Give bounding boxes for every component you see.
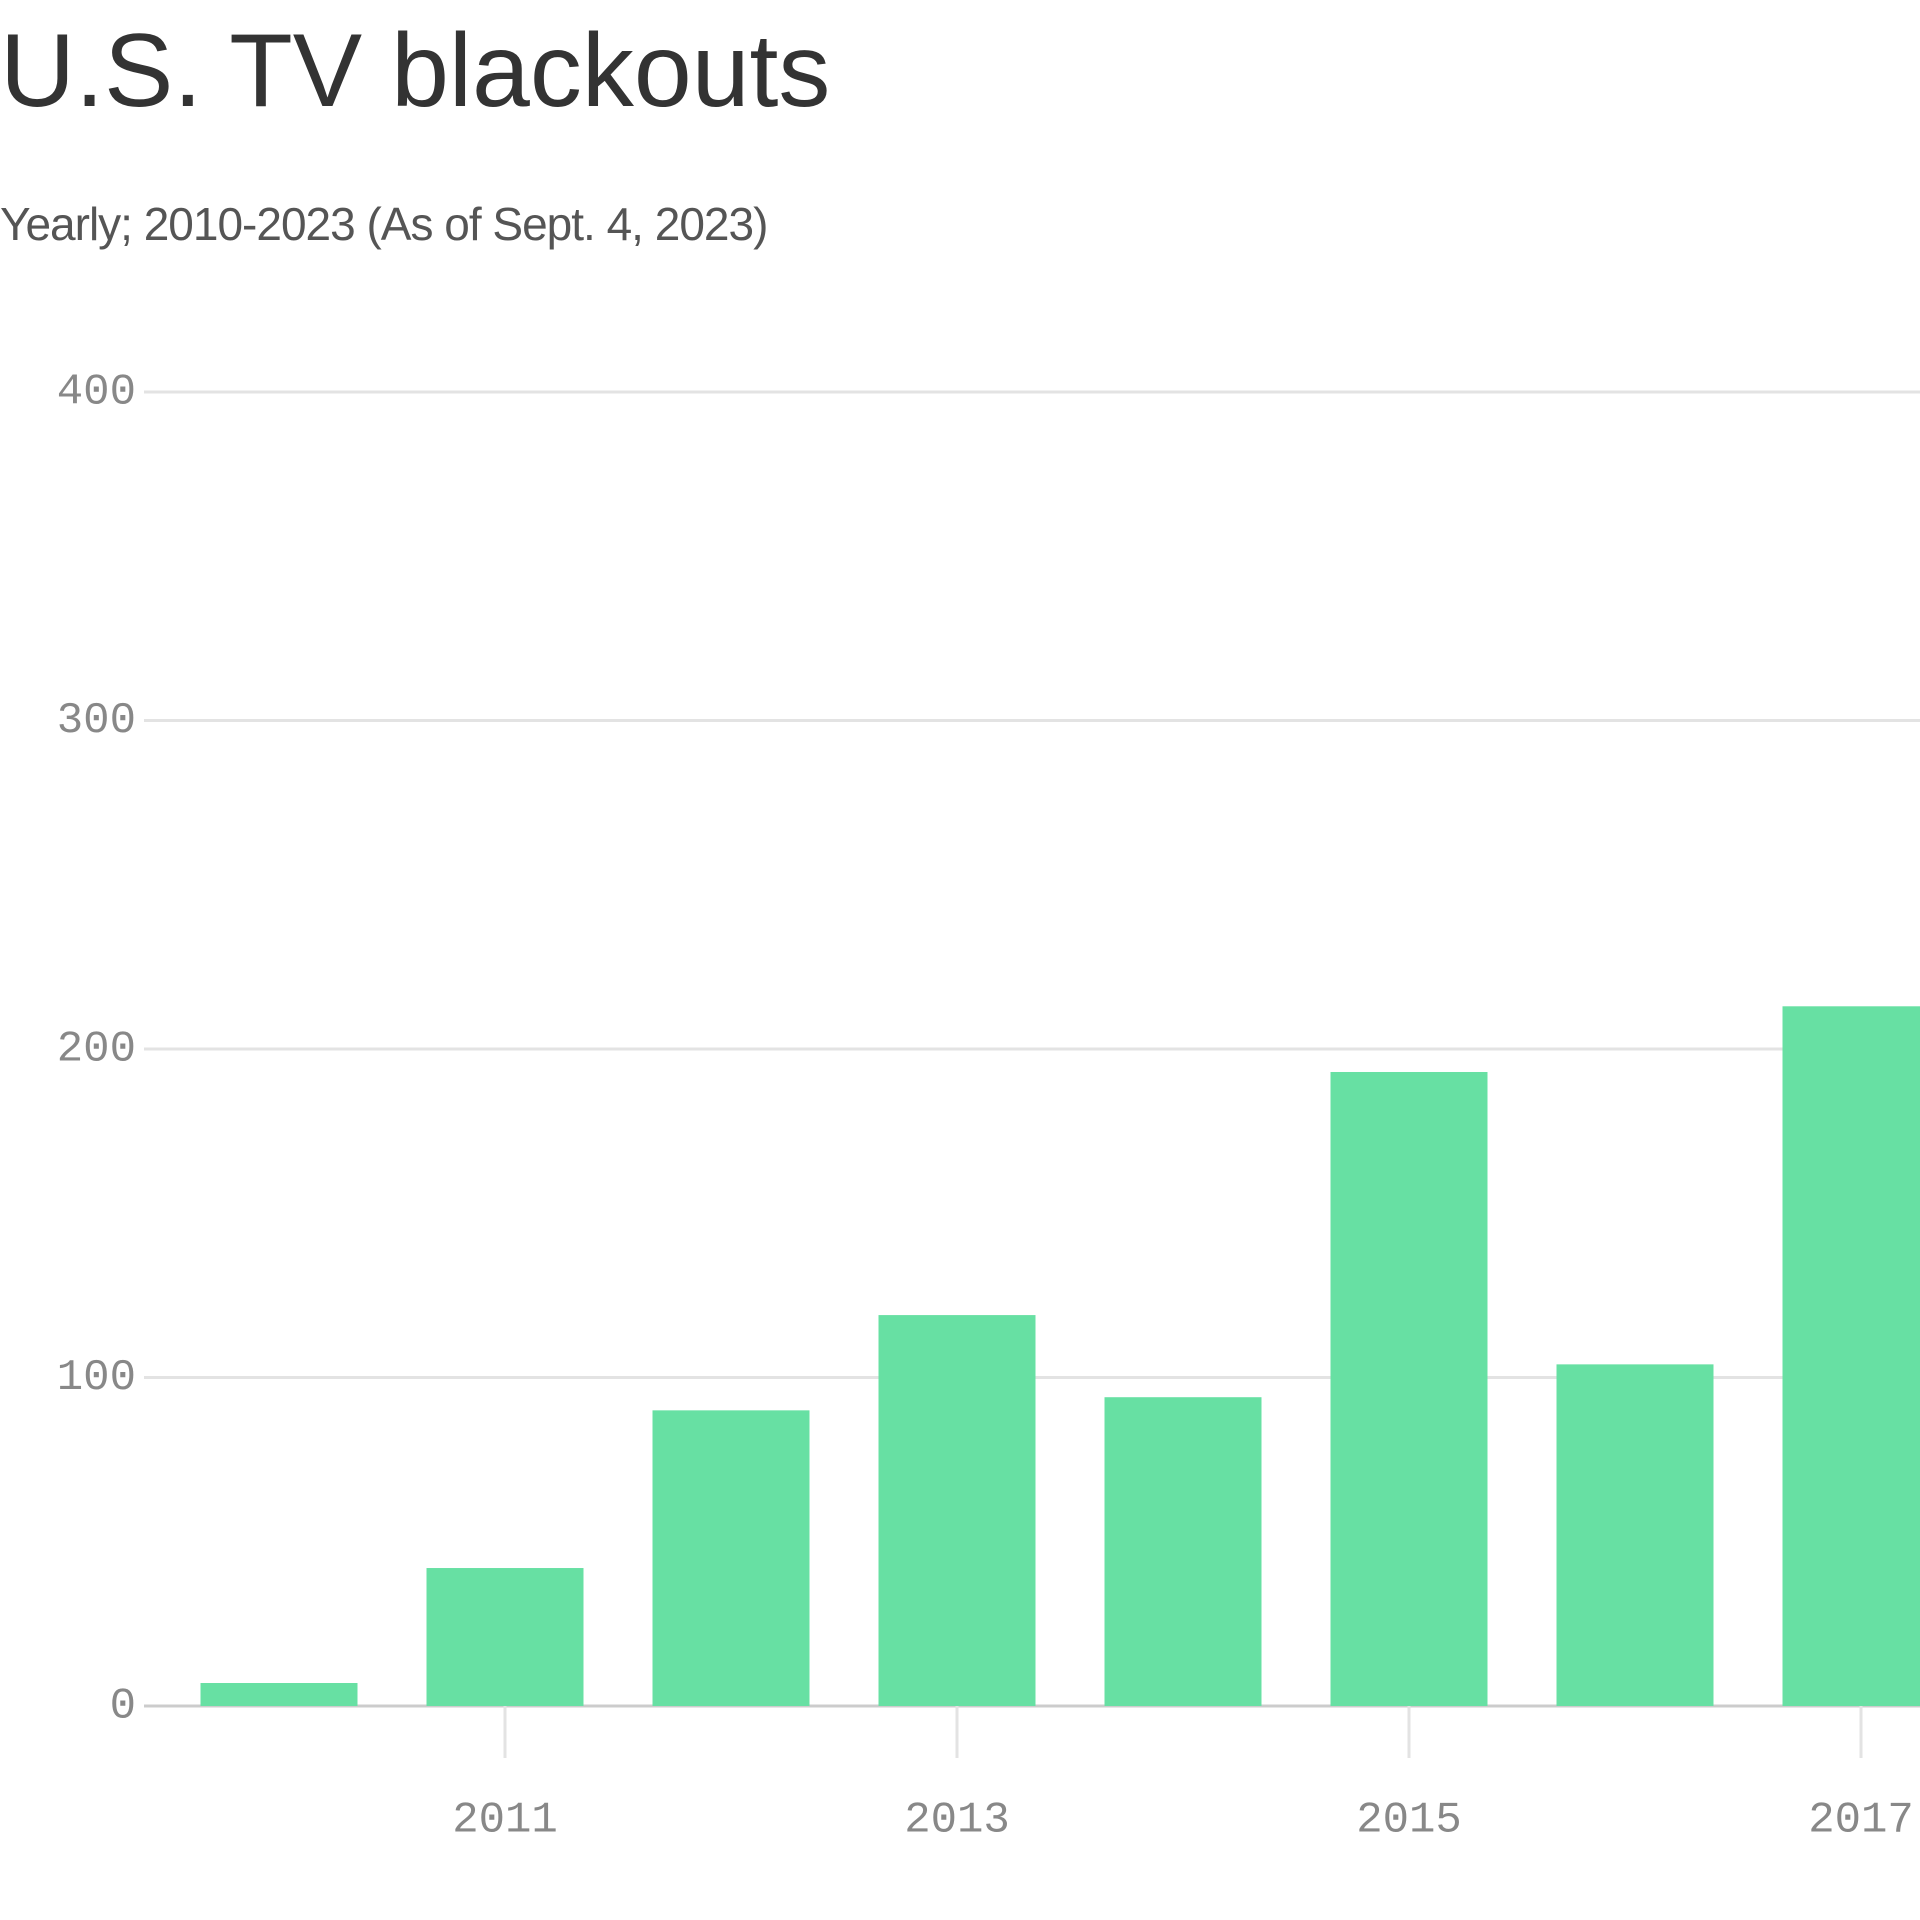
chart-title: U.S. TV blackouts xyxy=(0,13,830,129)
x-tick-label: 2017 xyxy=(1808,1796,1914,1846)
bar xyxy=(200,1683,358,1706)
x-tick-label: 2015 xyxy=(1356,1796,1462,1846)
chart-subtitle: Yearly; 2010-2023 (As of Sept. 4, 2023) xyxy=(0,198,767,250)
y-tick-label: 400 xyxy=(57,368,136,418)
x-tick-label: 2013 xyxy=(904,1796,1010,1846)
bar xyxy=(1104,1397,1262,1706)
y-tick-label: 200 xyxy=(57,1025,136,1075)
x-tick-label: 2011 xyxy=(452,1796,558,1846)
y-tick-label: 100 xyxy=(57,1353,136,1403)
y-tick-label: 300 xyxy=(57,696,136,746)
bar xyxy=(426,1568,584,1706)
y-tick-label: 0 xyxy=(110,1682,136,1732)
bar xyxy=(1782,1006,1920,1706)
bar xyxy=(878,1315,1036,1706)
bar xyxy=(652,1410,810,1706)
bar xyxy=(1330,1071,1488,1706)
bar xyxy=(1556,1364,1714,1706)
